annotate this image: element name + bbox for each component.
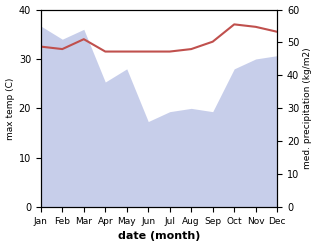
Y-axis label: max temp (C): max temp (C) <box>5 77 15 140</box>
Y-axis label: med. precipitation (kg/m2): med. precipitation (kg/m2) <box>303 48 313 169</box>
X-axis label: date (month): date (month) <box>118 231 200 242</box>
